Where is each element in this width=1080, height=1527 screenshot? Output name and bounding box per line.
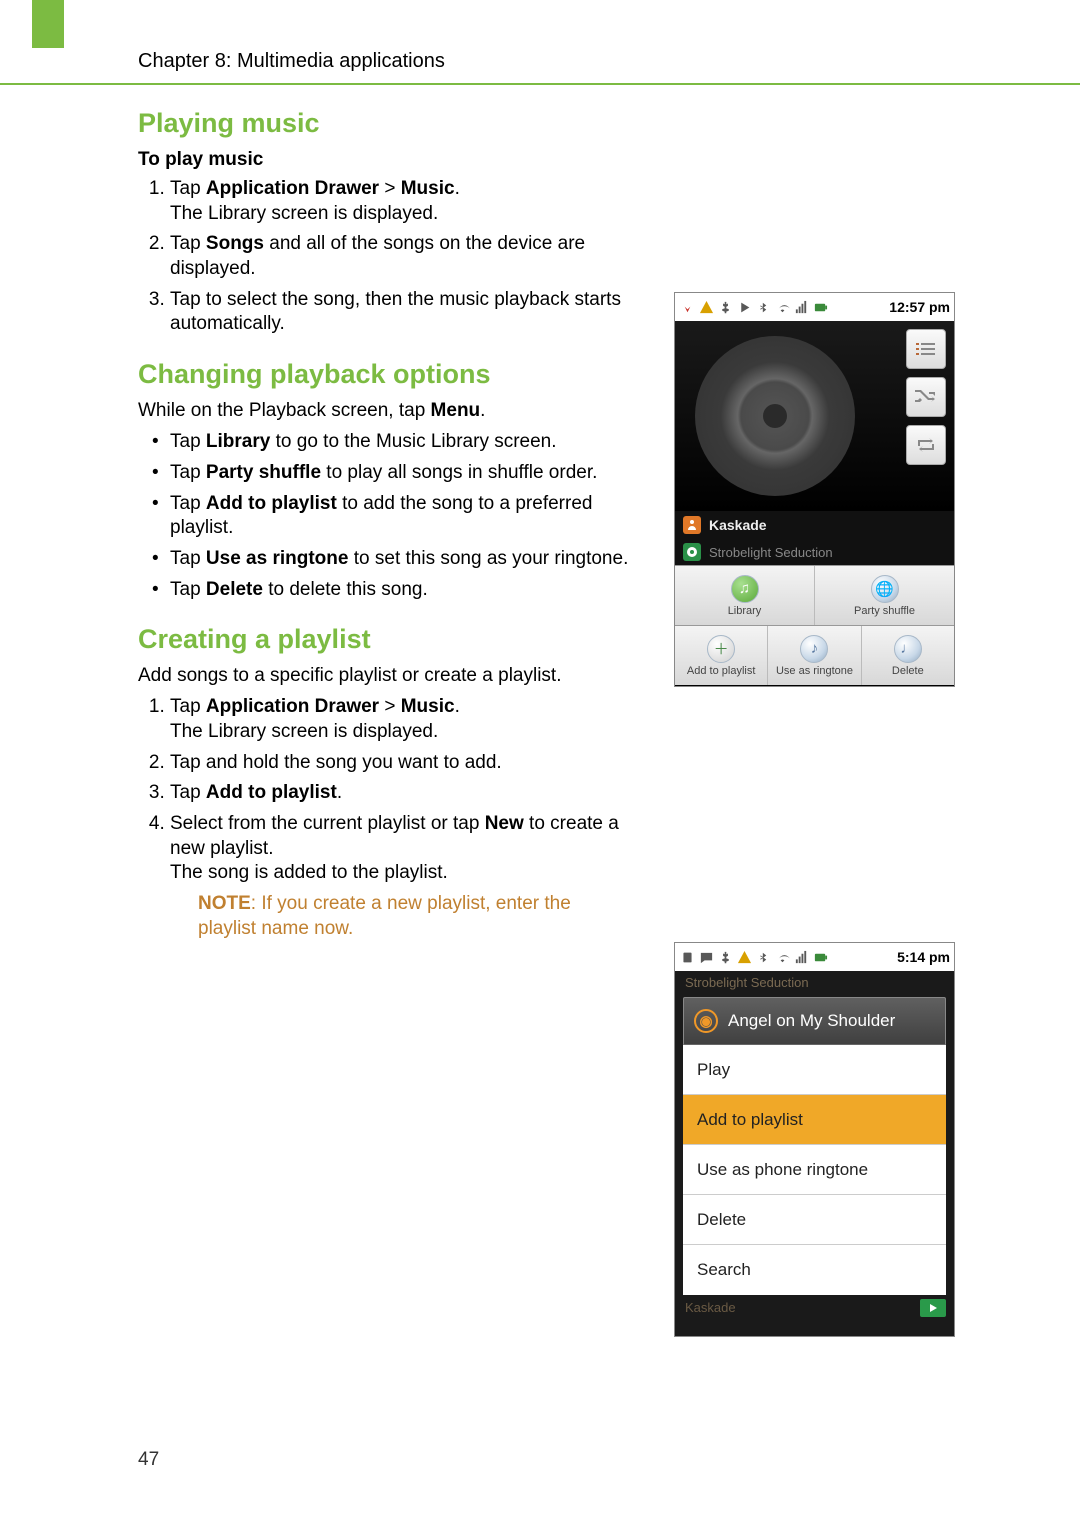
context-menu: Play Add to playlist Use as phone ringto… (683, 1045, 946, 1295)
ctx-play[interactable]: Play (683, 1045, 946, 1095)
bullet-ring: Tap Use as ringtone to set this song as … (170, 547, 658, 572)
wifi2-icon (774, 949, 791, 966)
library-icon: ♫ (731, 575, 759, 603)
signal-icon (793, 299, 810, 316)
bottom-artist: Kaskade (685, 1300, 736, 1315)
bullet-add: Tap Add to playlist to add the song to a… (170, 492, 658, 541)
delete-icon: ♩ (894, 635, 922, 663)
subsection-to-play: To play music (138, 149, 1000, 171)
menu-library[interactable]: ♫Library (675, 566, 815, 625)
page-tab (32, 0, 64, 48)
ring-icon: ♪ (800, 635, 828, 663)
download-icon (679, 299, 696, 316)
cstep-2: Tap and hold the song you want to add. (170, 751, 658, 776)
play-icon (736, 299, 753, 316)
album-row[interactable]: Strobelight Seduction (675, 539, 954, 565)
play-music-steps: Tap Application Drawer > Music.The Libra… (138, 177, 658, 337)
screenshot-music-player: 12:57 pm Kaskade Strobelight Seduction ♫… (674, 292, 955, 687)
screenshot-context-menu: 5:14 pm Strobelight Seduction ◉ Angel on… (674, 942, 955, 1337)
creating-steps: Tap Application Drawer > Music.The Libra… (138, 695, 658, 886)
batt-icon (812, 299, 829, 316)
album-line-bg: Strobelight Seduction (675, 971, 954, 993)
artist-icon (683, 516, 701, 534)
section-playing-music: Playing music (138, 108, 1000, 139)
warn2-icon (736, 949, 753, 966)
repeat-button[interactable] (906, 425, 946, 465)
step-2: Tap Songs and all of the songs on the de… (170, 232, 658, 281)
ctx-ring[interactable]: Use as phone ringtone (683, 1145, 946, 1195)
cstep-4: Select from the current playlist or tap … (170, 812, 658, 886)
party-icon: 🌐 (871, 575, 899, 603)
menu-add[interactable]: ＋Add to playlist (675, 626, 768, 685)
status-time: 12:57 pm (889, 299, 950, 315)
creating-intro: Add songs to a specific playlist or crea… (138, 665, 658, 687)
ctx-add[interactable]: Add to playlist (683, 1095, 946, 1145)
bottom-line: Kaskade (675, 1295, 954, 1319)
status-bar-2: 5:14 pm (675, 943, 954, 971)
step-3: Tap to select the song, then the music p… (170, 288, 658, 337)
menu-row-2: ＋Add to playlist ♪Use as ringtone ♩Delet… (675, 625, 954, 685)
album-disc-icon (695, 336, 855, 496)
bullet-party: Tap Party shuffle to play all songs in s… (170, 461, 658, 486)
status-time-2: 5:14 pm (897, 949, 950, 965)
song-title: Angel on My Shoulder (728, 1011, 895, 1031)
chat-icon (698, 949, 715, 966)
playlist-note: NOTE: If you create a new playlist, ente… (198, 892, 618, 941)
menu-row-1: ♫Library 🌐Party shuffle (675, 565, 954, 625)
bullet-library: Tap Library to go to the Music Library s… (170, 430, 658, 455)
status-bar: 12:57 pm (675, 293, 954, 321)
now-playing-icon[interactable] (920, 1299, 946, 1317)
page-number: 47 (138, 1449, 159, 1471)
shuffle-button[interactable] (906, 377, 946, 417)
menu-party[interactable]: 🌐Party shuffle (815, 566, 954, 625)
bt-icon (755, 299, 772, 316)
ctx-delete[interactable]: Delete (683, 1195, 946, 1245)
playlist-toggle-button[interactable] (906, 329, 946, 369)
changing-intro: While on the Playback screen, tap Menu. (138, 400, 658, 422)
artist-row[interactable]: Kaskade (675, 511, 954, 539)
dialog-title: ◉ Angel on My Shoulder (683, 997, 946, 1045)
bt2-icon (755, 949, 772, 966)
menu-delete[interactable]: ♩Delete (862, 626, 954, 685)
bullet-delete: Tap Delete to delete this song. (170, 578, 658, 603)
album-art-area (675, 321, 954, 511)
menu-ring[interactable]: ♪Use as ringtone (768, 626, 861, 685)
album-label: Strobelight Seduction (709, 545, 833, 560)
cstep-1: Tap Application Drawer > Music.The Libra… (170, 695, 658, 744)
cstep-3: Tap Add to playlist. (170, 781, 658, 806)
wifi-icon (774, 299, 791, 316)
album-icon (683, 543, 701, 561)
step-1: Tap Application Drawer > Music.The Libra… (170, 177, 658, 226)
add-icon: ＋ (707, 635, 735, 663)
usb2-icon (717, 949, 734, 966)
disc-icon: ◉ (694, 1009, 718, 1033)
warn-icon (698, 299, 715, 316)
changing-bullets: Tap Library to go to the Music Library s… (138, 430, 658, 602)
batt2-icon (812, 949, 829, 966)
sd-icon (679, 949, 696, 966)
chapter-header: Chapter 8: Multimedia applications (0, 50, 1080, 85)
artist-label: Kaskade (709, 517, 767, 533)
sig2-icon (793, 949, 810, 966)
usb-icon (717, 299, 734, 316)
ctx-search[interactable]: Search (683, 1245, 946, 1295)
